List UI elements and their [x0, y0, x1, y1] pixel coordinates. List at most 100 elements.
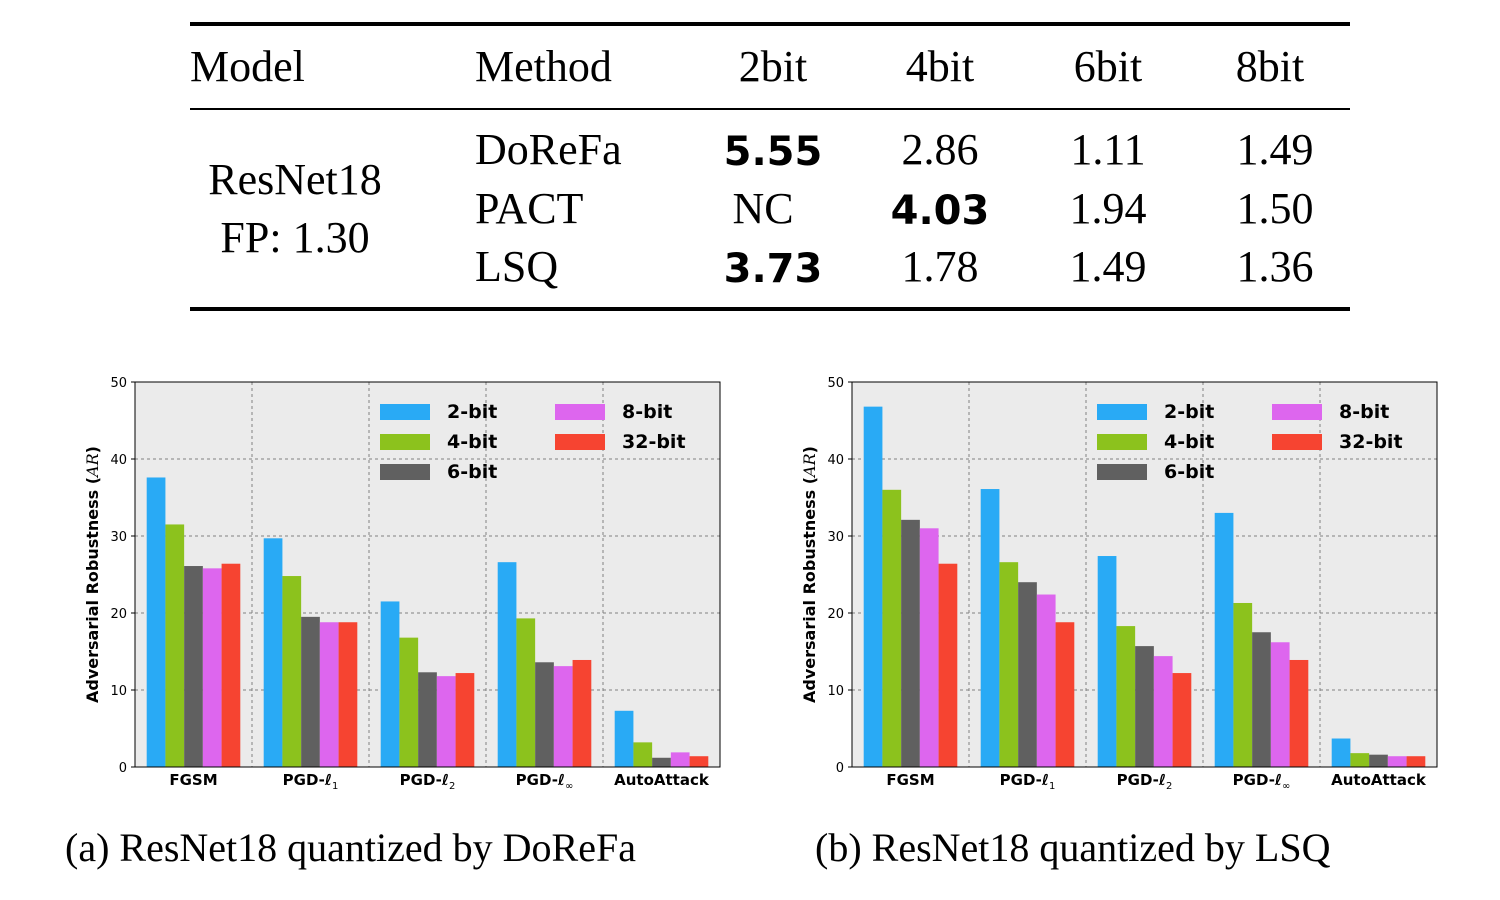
x-tick-label: PGD-ℓ1	[1000, 771, 1056, 792]
caption-a: (a) ResNet18 quantized by DoReFa	[65, 825, 636, 870]
cell-lsq-4bit: 1.78	[901, 242, 979, 291]
y-tick-label: 40	[827, 453, 844, 468]
bar-6-bit-4	[1369, 754, 1388, 767]
bar-8-bit-2	[1153, 656, 1173, 767]
legend-swatch-6-bit	[1097, 464, 1147, 480]
bar-2-bit-0	[146, 477, 166, 767]
header-8bit: 8bit	[1235, 42, 1305, 91]
bar-32-bit-2	[1172, 673, 1192, 767]
bar-4-bit-4	[633, 742, 653, 767]
bar-32-bit-4	[689, 756, 709, 767]
table-bottom-rule	[190, 307, 1350, 311]
bar-2-bit-1	[263, 538, 283, 767]
x-tick-label: PGD-ℓ2	[400, 771, 456, 792]
header-model: Model	[190, 42, 305, 91]
bar-8-bit-4	[1387, 756, 1407, 767]
bar-4-bit-0	[165, 524, 185, 767]
legend-label-32-bit: 32-bit	[622, 431, 686, 453]
caption-b: (b) ResNet18 quantized by LSQ	[815, 825, 1331, 870]
bar-4-bit-0	[882, 489, 902, 767]
results-table: Model Method 2bit 4bit 6bit 8bit ResNet1…	[190, 0, 1350, 330]
bar-32-bit-0	[938, 563, 958, 767]
y-tick-label: 30	[110, 530, 127, 545]
cell-dorefa-6bit: 1.11	[1070, 125, 1146, 174]
bar-32-bit-2	[455, 673, 475, 767]
bar-32-bit-3	[1289, 659, 1309, 767]
method-pact: PACT	[475, 184, 584, 233]
bar-4-bit-2	[1116, 626, 1136, 767]
x-tick-label: FGSM	[886, 771, 934, 789]
bar-8-bit-2	[436, 676, 456, 767]
legend-label-2-bit: 2-bit	[1164, 401, 1214, 423]
legend-label-32-bit: 32-bit	[1339, 431, 1403, 453]
cell-dorefa-4bit: 2.86	[901, 125, 979, 174]
bar-4-bit-4	[1350, 753, 1370, 767]
cell-lsq-8bit: 1.36	[1236, 242, 1314, 291]
legend-swatch-32-bit	[1272, 434, 1322, 450]
legend-label-6-bit: 6-bit	[447, 461, 497, 483]
bar-8-bit-1	[319, 622, 339, 767]
bar-6-bit-1	[301, 616, 320, 767]
cell-pact-2bit: NC	[732, 184, 794, 233]
cell-pact-8bit: 1.50	[1236, 184, 1314, 233]
bar-6-bit-0	[184, 566, 203, 767]
legend-swatch-4-bit	[1097, 434, 1147, 450]
bar-6-bit-1	[1018, 582, 1037, 767]
legend-swatch-2-bit	[380, 404, 430, 420]
bar-8-bit-0	[202, 568, 222, 767]
bar-6-bit-0	[901, 519, 920, 767]
y-tick-label: 40	[110, 453, 127, 468]
bar-8-bit-3	[1270, 642, 1290, 767]
y-tick-label: 20	[827, 607, 844, 622]
model-name: ResNet18	[208, 155, 382, 204]
legend-swatch-8-bit	[555, 404, 605, 420]
y-tick-label: 50	[110, 376, 127, 391]
header-2bit: 2bit	[738, 42, 808, 91]
x-tick-label: PGD-ℓ2	[1117, 771, 1173, 792]
y-axis-label: Adversarial Robustness (AR)	[800, 446, 819, 703]
method-dorefa: DoReFa	[475, 125, 622, 174]
legend-swatch-2-bit	[1097, 404, 1147, 420]
bar-32-bit-1	[1055, 622, 1075, 767]
bar-8-bit-3	[553, 666, 573, 767]
y-axis-label: Adversarial Robustness (AR)	[83, 446, 102, 703]
bar-6-bit-2	[418, 672, 437, 767]
bar-4-bit-1	[999, 562, 1019, 767]
cell-pact-6bit: 1.94	[1069, 184, 1147, 233]
y-tick-label: 50	[827, 376, 844, 391]
y-tick-label: 20	[110, 607, 127, 622]
bar-8-bit-4	[670, 752, 690, 767]
legend-swatch-6-bit	[380, 464, 430, 480]
cell-dorefa-2bit: 5.55	[723, 129, 823, 175]
y-tick-label: 10	[827, 684, 844, 699]
bar-6-bit-3	[1252, 632, 1271, 767]
cell-lsq-2bit: 3.73	[723, 246, 823, 292]
bar-2-bit-3	[1214, 512, 1234, 767]
model-fp-value: FP: 1.30	[220, 213, 370, 262]
bar-32-bit-1	[338, 622, 358, 767]
bar-4-bit-2	[399, 637, 419, 767]
bar-4-bit-1	[282, 576, 302, 767]
header-6bit: 6bit	[1073, 42, 1143, 91]
legend-label-6-bit: 6-bit	[1164, 461, 1214, 483]
y-tick-label: 30	[827, 530, 844, 545]
legend-swatch-4-bit	[380, 434, 430, 450]
bar-6-bit-4	[652, 757, 671, 767]
bar-4-bit-3	[516, 618, 536, 767]
header-4bit: 4bit	[905, 42, 975, 91]
bar-32-bit-4	[1406, 756, 1426, 767]
bar-8-bit-0	[919, 528, 939, 767]
chart-lsq: 0 10 20 30 40 50 FGSM PGD-ℓ1 PGD-ℓ2 PGD-ℓ∞ AutoAtt…	[800, 376, 1438, 792]
cell-pact-4bit: 4.03	[890, 188, 990, 234]
method-lsq: LSQ	[475, 242, 559, 291]
bar-2-bit-4	[614, 710, 634, 767]
bar-32-bit-3	[572, 659, 592, 767]
x-tick-label: AutoAttack	[614, 771, 710, 789]
x-tick-label: FGSM	[169, 771, 217, 789]
legend-swatch-32-bit	[555, 434, 605, 450]
legend-label-4-bit: 4-bit	[447, 431, 497, 453]
x-tick-label: PGD-ℓ∞	[1233, 771, 1291, 792]
bar-2-bit-4	[1331, 738, 1351, 767]
bar-2-bit-2	[380, 601, 400, 767]
bar-2-bit-2	[1097, 556, 1117, 767]
